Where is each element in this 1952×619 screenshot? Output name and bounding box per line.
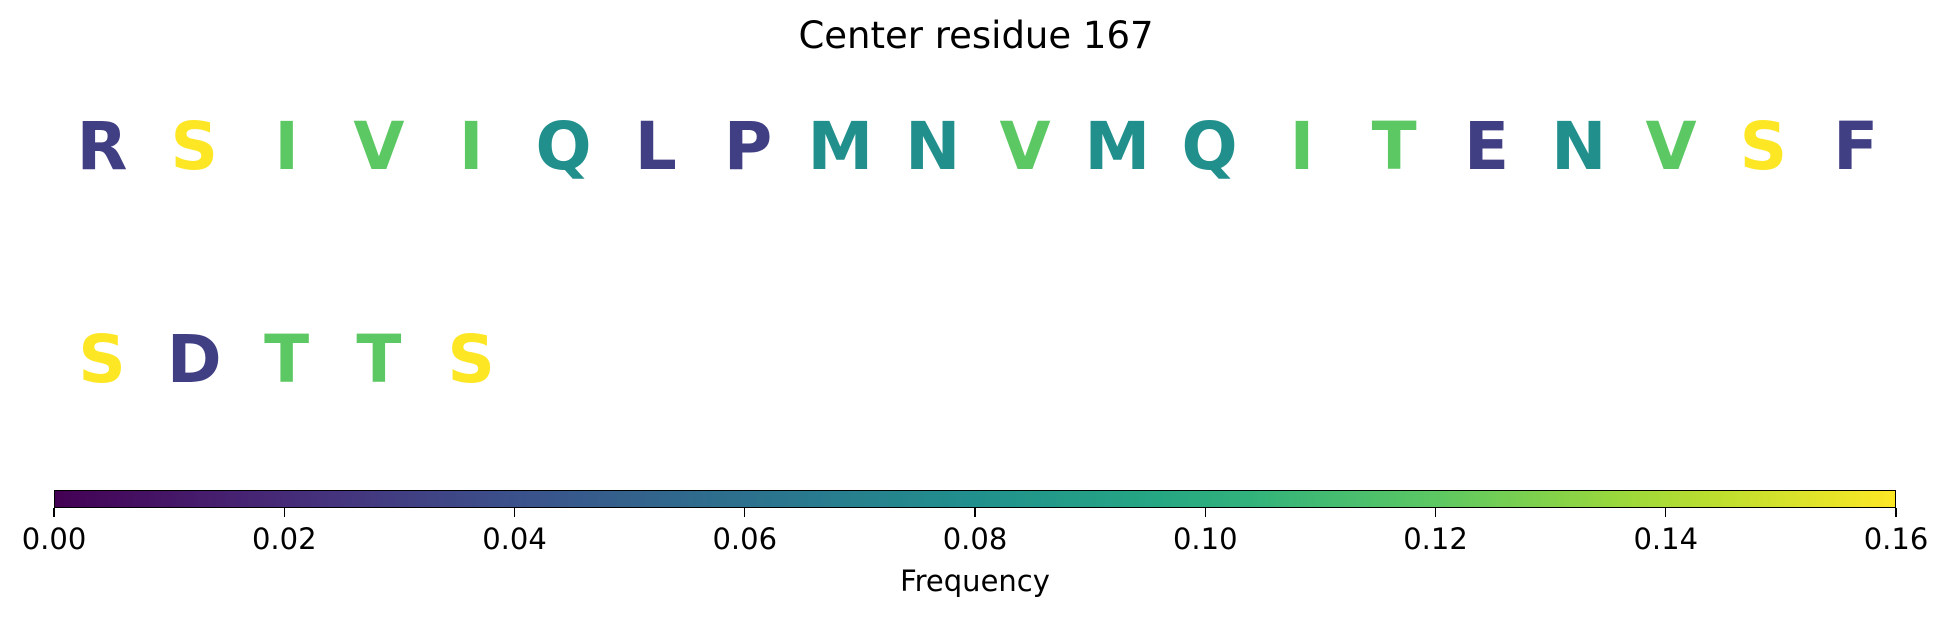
residue-letter: R [76, 108, 128, 185]
colorbar-tick-label: 0.10 [1172, 522, 1238, 556]
colorbar-label: Frequency [900, 564, 1050, 598]
colorbar-tick-label: 0.06 [712, 522, 778, 556]
residue-letter: T [356, 321, 402, 398]
residue-letter: L [634, 108, 677, 185]
residue-letter: I [1289, 108, 1315, 185]
residue-letter: S [1739, 108, 1788, 185]
colorbar-tick-label: 0.02 [251, 522, 317, 556]
colorbar-tick [744, 508, 746, 517]
colorbar-tick-label: 0.16 [1863, 522, 1929, 556]
residue-letter: N [1551, 108, 1607, 185]
residue-letter: Q [535, 108, 592, 185]
residue-letter: V [999, 108, 1051, 185]
residue-letter: S [170, 108, 219, 185]
residue-letter: M [1084, 108, 1151, 185]
residue-letter: S [447, 321, 495, 398]
colorbar-tick-label: 0.00 [21, 522, 87, 556]
colorbar-tick-label: 0.14 [1633, 522, 1699, 556]
residue-letter: I [274, 108, 299, 185]
colorbar-tick [1665, 508, 1667, 517]
colorbar-tick [53, 508, 55, 517]
colorbar-tick-label: 0.04 [482, 522, 547, 556]
residue-letter: V [353, 108, 405, 185]
residue-letter: P [723, 108, 773, 185]
residue-letter: I [458, 108, 484, 185]
colorbar [54, 490, 1896, 508]
colorbar-tick [1895, 508, 1897, 517]
residue-letter: D [166, 321, 222, 398]
colorbar-tick-label: 0.08 [942, 522, 1008, 556]
residue-letter: M [807, 108, 874, 185]
residue-letter: E [1463, 108, 1510, 185]
colorbar-tick [1434, 508, 1437, 517]
colorbar-tick [283, 508, 285, 517]
residue-letter: S [78, 321, 126, 398]
colorbar-tick [1204, 508, 1206, 517]
chart-title: Center residue 167 [798, 14, 1154, 57]
residue-letter: F [1833, 108, 1879, 185]
residue-letter: V [1645, 108, 1697, 185]
residue-letter: Q [1181, 108, 1238, 185]
residue-letter: N [905, 108, 961, 185]
residue-letter: T [264, 321, 310, 398]
colorbar-tick [513, 508, 516, 517]
colorbar-tick-label: 0.12 [1403, 522, 1468, 556]
colorbar-tick [974, 508, 976, 517]
residue-letter: T [1371, 108, 1417, 185]
